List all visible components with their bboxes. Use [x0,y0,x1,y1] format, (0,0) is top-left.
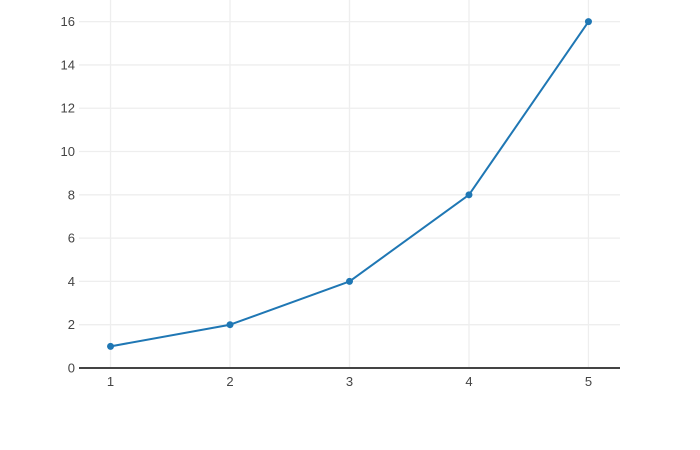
y-tick-label: 10 [61,144,75,159]
data-point-marker [465,191,473,199]
y-tick-label: 8 [68,187,75,202]
x-tick-label: 3 [346,374,353,389]
data-point-marker [584,18,592,26]
x-tick-label: 5 [585,374,592,389]
y-tick-label: 14 [61,57,75,72]
y-tick-label: 12 [61,101,75,116]
x-tick-label: 2 [226,374,233,389]
y-tick-label: 0 [68,361,75,376]
y-tick-label: 6 [68,231,75,246]
y-tick-label: 4 [68,274,75,289]
x-tick-label: 1 [107,374,114,389]
data-point-marker [226,321,234,329]
x-tick-label: 4 [465,374,472,389]
data-point-marker [107,342,115,350]
y-tick-label: 2 [68,317,75,332]
data-point-marker [346,277,353,285]
y-tick-label: 16 [61,14,75,29]
